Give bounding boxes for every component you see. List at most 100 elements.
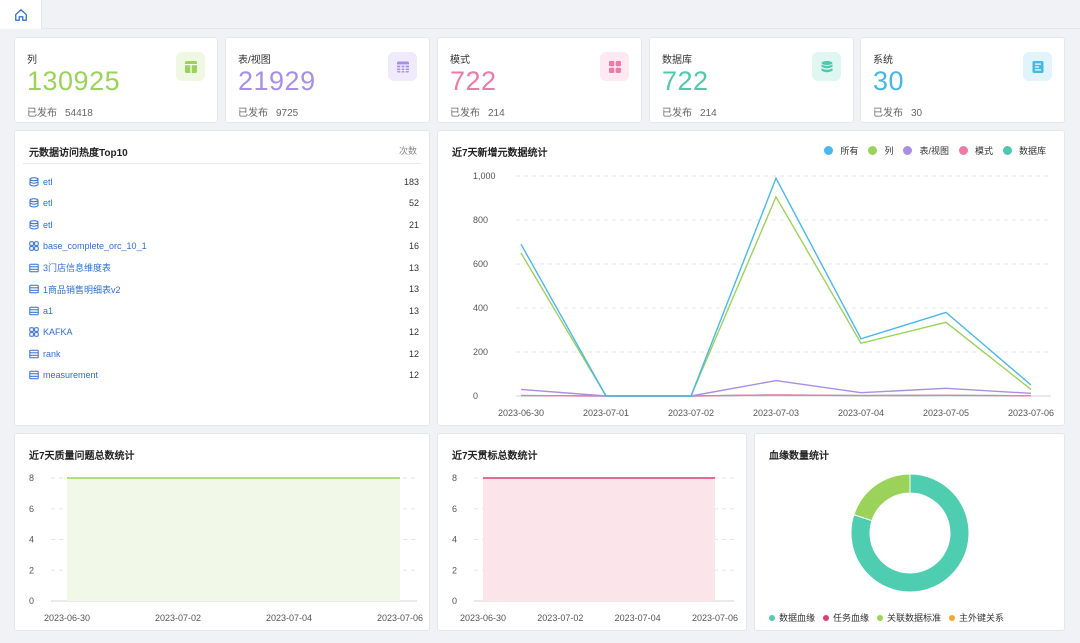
grid-icon xyxy=(608,60,621,73)
area-fill xyxy=(483,478,715,601)
x-tick-label: 2023-07-06 xyxy=(1008,408,1054,418)
list-item[interactable]: etl 52 xyxy=(29,193,419,215)
list-item[interactable]: a1 13 xyxy=(29,300,419,322)
y-tick-label: 4 xyxy=(29,535,34,545)
columns-icon xyxy=(184,60,197,73)
stat-published: 已发布 214 xyxy=(450,108,505,119)
database-icon xyxy=(29,176,39,187)
stat-label: 系统 xyxy=(873,55,893,66)
table-icon xyxy=(29,284,39,294)
y-tick-label: 0 xyxy=(29,596,34,606)
stat-card-schemas[interactable]: 模式 722 已发布 214 xyxy=(437,37,642,123)
legend-item[interactable]: 列 xyxy=(868,144,893,157)
schema-icon xyxy=(29,241,39,251)
y-tick-label: 0 xyxy=(473,391,478,401)
x-tick-label: 2023-07-03 xyxy=(753,408,799,418)
stat-value: 722 xyxy=(662,66,709,96)
donut-slice xyxy=(853,473,911,522)
list-item[interactable]: etl 183 xyxy=(29,171,419,193)
item-count: 16 xyxy=(408,241,419,252)
y-tick-label: 600 xyxy=(473,259,488,269)
item-name[interactable]: rank xyxy=(43,348,61,359)
divider xyxy=(23,163,421,164)
legend-item[interactable]: 数据血缘 xyxy=(769,611,815,624)
line-chart: 0 200 400 600 800 1,000 2023-06-30 2023-07-01 20… xyxy=(473,171,1054,418)
panel-title: 近7天贯标总数统计 xyxy=(452,451,538,462)
panel-title: 血缘数量统计 xyxy=(769,451,829,462)
item-name[interactable]: 3门店信息维度表 xyxy=(43,263,112,274)
item-name[interactable]: 1商品销售明细表v2 xyxy=(43,284,121,295)
legend-item[interactable]: 主外键关系 xyxy=(949,611,1004,624)
x-tick-label: 2023-06-30 xyxy=(498,408,544,418)
legend-item[interactable]: 任务血缘 xyxy=(823,611,869,624)
item-count: 52 xyxy=(408,198,419,209)
list-item[interactable]: measurement 12 xyxy=(29,365,419,387)
new-metadata-chart-panel: 近7天新增元数据统计 所有 列 表/视图 模式 数据库 0 200 400 600 80… xyxy=(437,130,1065,426)
legend-item[interactable]: 表/视图 xyxy=(903,144,949,157)
y-tick-label: 1,000 xyxy=(473,171,496,181)
x-tick-label: 2023-06-30 xyxy=(460,613,506,623)
donut-legend: 数据血缘 任务血缘 关联数据标准 主外键关系 xyxy=(769,611,1012,624)
stat-published: 已发布 30 xyxy=(873,108,923,119)
x-tick-label: 2023-06-30 xyxy=(44,613,90,623)
item-count: 12 xyxy=(408,370,419,381)
stat-card-columns[interactable]: 列 130925 已发布 54418 xyxy=(14,37,218,123)
item-name[interactable]: KAFKA xyxy=(43,327,73,338)
series-line xyxy=(520,195,1032,397)
item-count: 13 xyxy=(408,305,419,316)
item-name[interactable]: base_complete_orc_10_1 xyxy=(43,241,147,252)
stat-card-tables[interactable]: 表/视图 21929 已发布 9725 xyxy=(225,37,430,123)
x-tick-label: 2023-07-04 xyxy=(266,613,312,623)
x-tick-label: 2023-07-02 xyxy=(155,613,201,623)
count-header: 次数 xyxy=(398,146,417,156)
stat-card-databases[interactable]: 数据库 722 已发布 214 xyxy=(649,37,854,123)
stat-label: 表/视图 xyxy=(238,55,271,66)
y-tick-label: 2 xyxy=(29,565,34,575)
stat-published: 已发布 214 xyxy=(662,108,717,119)
y-tick-label: 4 xyxy=(452,535,457,545)
item-name[interactable]: etl xyxy=(43,176,53,187)
y-tick-label: 2 xyxy=(452,565,457,575)
database-icon xyxy=(821,60,832,72)
legend-item[interactable]: 关联数据标准 xyxy=(877,611,941,624)
panel-title: 元数据访问热度Top10 xyxy=(29,148,128,159)
stat-value: 21929 xyxy=(238,66,316,96)
item-name[interactable]: a1 xyxy=(43,305,54,316)
stat-published: 已发布 54418 xyxy=(27,108,93,119)
legend-item[interactable]: 数据库 xyxy=(1002,144,1046,157)
item-count: 21 xyxy=(408,219,419,230)
legend-item[interactable]: 模式 xyxy=(958,144,993,157)
list-item[interactable]: 3门店信息维度表 13 xyxy=(29,257,419,279)
x-tick-label: 2023-07-02 xyxy=(668,408,714,418)
legend-item[interactable]: 所有 xyxy=(824,144,858,157)
chart-legend: 所有 列 表/视图 模式 数据库 xyxy=(814,144,1046,157)
panel-title: 近7天质量问题总数统计 xyxy=(29,451,135,462)
lineage-donut-chart xyxy=(850,473,970,593)
schema-icon xyxy=(29,327,39,337)
series-line xyxy=(520,176,1032,397)
x-tick-label: 2023-07-06 xyxy=(377,613,423,623)
x-tick-label: 2023-07-01 xyxy=(583,408,629,418)
tab-bar xyxy=(0,0,1080,29)
tab-home[interactable] xyxy=(0,0,42,29)
table-icon xyxy=(29,370,39,380)
list-item[interactable]: KAFKA 12 xyxy=(29,322,419,344)
list-item[interactable]: 1商品销售明细表v2 13 xyxy=(29,279,419,301)
item-count: 13 xyxy=(408,262,419,273)
item-count: 13 xyxy=(408,284,419,295)
stat-card-systems[interactable]: 系统 30 已发布 30 xyxy=(860,37,1065,123)
list-item[interactable]: rank 12 xyxy=(29,343,419,365)
x-tick-label: 2023-07-04 xyxy=(838,408,884,418)
item-name[interactable]: etl xyxy=(43,219,53,230)
table-icon xyxy=(29,306,39,316)
stat-value: 30 xyxy=(873,66,905,96)
list-item[interactable]: etl 21 xyxy=(29,214,419,236)
list-item[interactable]: base_complete_orc_10_1 16 xyxy=(29,236,419,258)
stat-label: 列 xyxy=(27,55,37,66)
y-tick-label: 8 xyxy=(452,473,457,483)
top10-list: etl 183 etl 52 etl 21 base_complete_orc_… xyxy=(29,171,419,386)
item-name[interactable]: measurement xyxy=(43,370,99,381)
item-name[interactable]: etl xyxy=(43,198,53,209)
y-tick-label: 8 xyxy=(29,473,34,483)
x-tick-label: 2023-07-02 xyxy=(537,613,583,623)
